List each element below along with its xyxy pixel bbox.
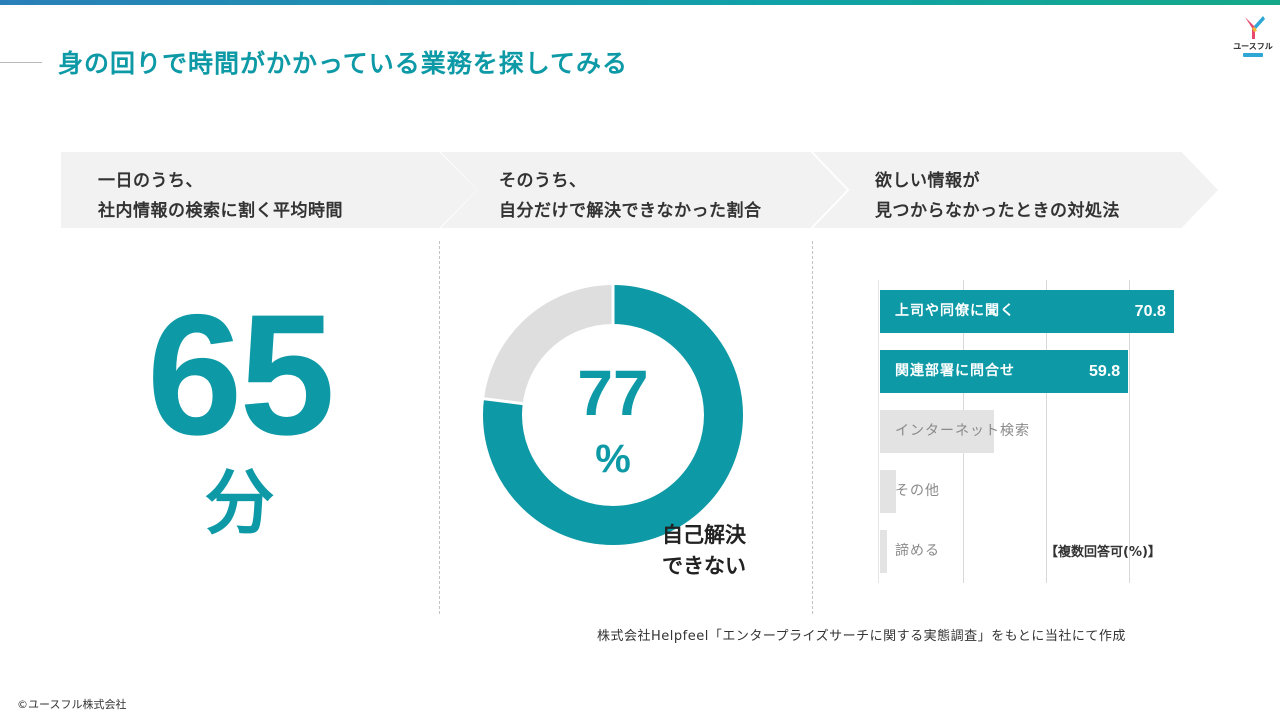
average-time-value: 65	[146, 279, 335, 471]
chart-bar: 上司や同僚に聞く 70.8	[880, 290, 1174, 333]
donut-separator-1	[483, 397, 524, 406]
grid-line	[1046, 280, 1047, 583]
step-2-text: そのうち、 自分だけで解決できなかった割合	[499, 166, 762, 226]
step-1-header: 一日のうち、 社内情報の検索に割く平均時間	[61, 152, 477, 228]
chart-bar: インターネット検索	[880, 410, 1029, 453]
donut-unit: %	[595, 437, 631, 481]
bar-category-label: インターネット検索	[895, 423, 1030, 439]
bar-category-label: 上司や同僚に聞く	[895, 303, 1015, 319]
bar-category-label: その他	[895, 483, 940, 499]
source-note: 株式会社Helpfeel「エンタープライズサーチに関する実態調査」をもとに当社に…	[597, 629, 1126, 644]
step-2-line2: 自分だけで解決できなかった割合	[499, 201, 762, 221]
column-divider-1	[439, 241, 440, 614]
page-title: 身の回りで時間がかかっている業務を探してみる	[58, 49, 629, 78]
step-1-line2: 社内情報の検索に割く平均時間	[98, 201, 343, 221]
grid-line	[1129, 280, 1130, 583]
copyright: ©ユースフル株式会社	[17, 698, 127, 711]
average-time-unit: 分	[204, 462, 275, 544]
bar-category-label: 諦める	[895, 543, 940, 559]
step-3-line2: 見つからなかったときの対処法	[875, 201, 1120, 221]
brand-logo: ユースフル	[1232, 14, 1274, 60]
step-2-header: そのうち、 自分だけで解決できなかった割合	[441, 152, 847, 228]
step-3-header: 欲しい情報が 見つからなかったときの対処法	[813, 152, 1218, 228]
step-1-text: 一日のうち、 社内情報の検索に割く平均時間	[98, 166, 343, 226]
step-3-text: 欲しい情報が 見つからなかったときの対処法	[875, 166, 1120, 226]
title-rule	[0, 62, 42, 63]
donut-chart	[483, 285, 743, 545]
logo-text: ユースフル	[1233, 42, 1273, 51]
grid-line	[878, 280, 879, 583]
step-3-line1: 欲しい情報が	[875, 171, 980, 191]
bar-value-label: 70.8	[1134, 303, 1166, 320]
donut-label-line1: 自己解決	[662, 523, 746, 547]
step-1-line1: 一日のうち、	[98, 171, 203, 191]
donut-label: 自己解決 できない	[644, 520, 764, 582]
bar-chart: 上司や同僚に聞く 70.8 関連部署に問合せ 59.8 インターネット検索 その他諦める	[878, 280, 1178, 583]
column-divider-2	[812, 241, 813, 614]
bar-value-label: 59.8	[1089, 363, 1121, 380]
chart-note: 【複数回答可(%)】	[1045, 545, 1161, 560]
y-logo-icon	[1245, 16, 1265, 39]
donut-value: 77	[577, 357, 649, 429]
chart-bar: その他	[880, 470, 939, 513]
top-accent-bar	[0, 0, 1280, 5]
chart-bar: 関連部署に問合せ 59.8	[880, 350, 1129, 393]
donut-label-line2: できない	[662, 554, 746, 578]
logo-underline	[1243, 53, 1263, 57]
bar-category-label: 関連部署に問合せ	[895, 363, 1015, 379]
step-2-line1: そのうち、	[499, 171, 587, 191]
chart-bar: 諦める	[880, 530, 939, 573]
